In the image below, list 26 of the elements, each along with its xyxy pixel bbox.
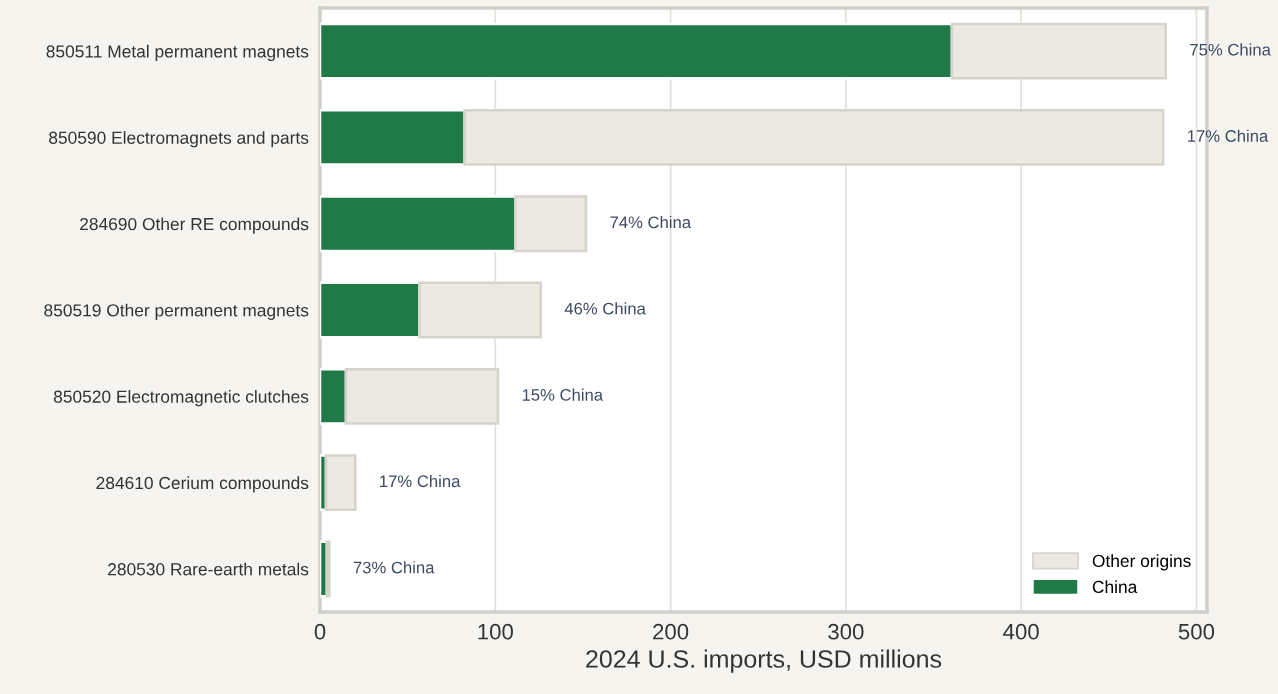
bar — [514, 195, 588, 253]
y-tick-label: 850590 Electromagnets and parts — [49, 131, 309, 148]
annotation: 15% China — [522, 388, 604, 401]
y-tick-label: 850519 Other permanent magnets — [44, 303, 309, 320]
legend-label: Other origins — [1092, 554, 1191, 571]
annotation: 75% China — [1190, 43, 1271, 56]
x-tick-label: 0 — [314, 623, 326, 640]
annotation: 17% China — [380, 474, 461, 488]
bar — [325, 540, 331, 598]
y-tick-label: 850520 Electromagnetic clutches — [53, 390, 309, 407]
annotation: 74% China — [610, 215, 692, 229]
x-tick-label: 100 — [478, 623, 513, 640]
x-axis-title: 2024 U.S. imports, USD millions — [586, 649, 942, 673]
x-tick-label: 400 — [1003, 623, 1039, 640]
annotation: 73% China — [353, 561, 435, 574]
bar — [324, 454, 357, 512]
annotation: 46% China — [564, 302, 646, 315]
annotation: 17% China — [1188, 129, 1269, 142]
y-tick-label: 284690 Other RE compounds — [80, 217, 309, 234]
x-tick-label: 500 — [1178, 623, 1215, 640]
legend-label: China — [1092, 580, 1138, 594]
x-tick-label: 300 — [828, 623, 864, 640]
y-tick-label: 850511 Metal permanent magnets — [46, 44, 309, 62]
y-tick-label: 280530 Rare-earth metals — [108, 562, 309, 576]
y-tick-label: 284610 Cerium compounds — [96, 476, 309, 493]
x-tick-label: 200 — [653, 623, 689, 640]
